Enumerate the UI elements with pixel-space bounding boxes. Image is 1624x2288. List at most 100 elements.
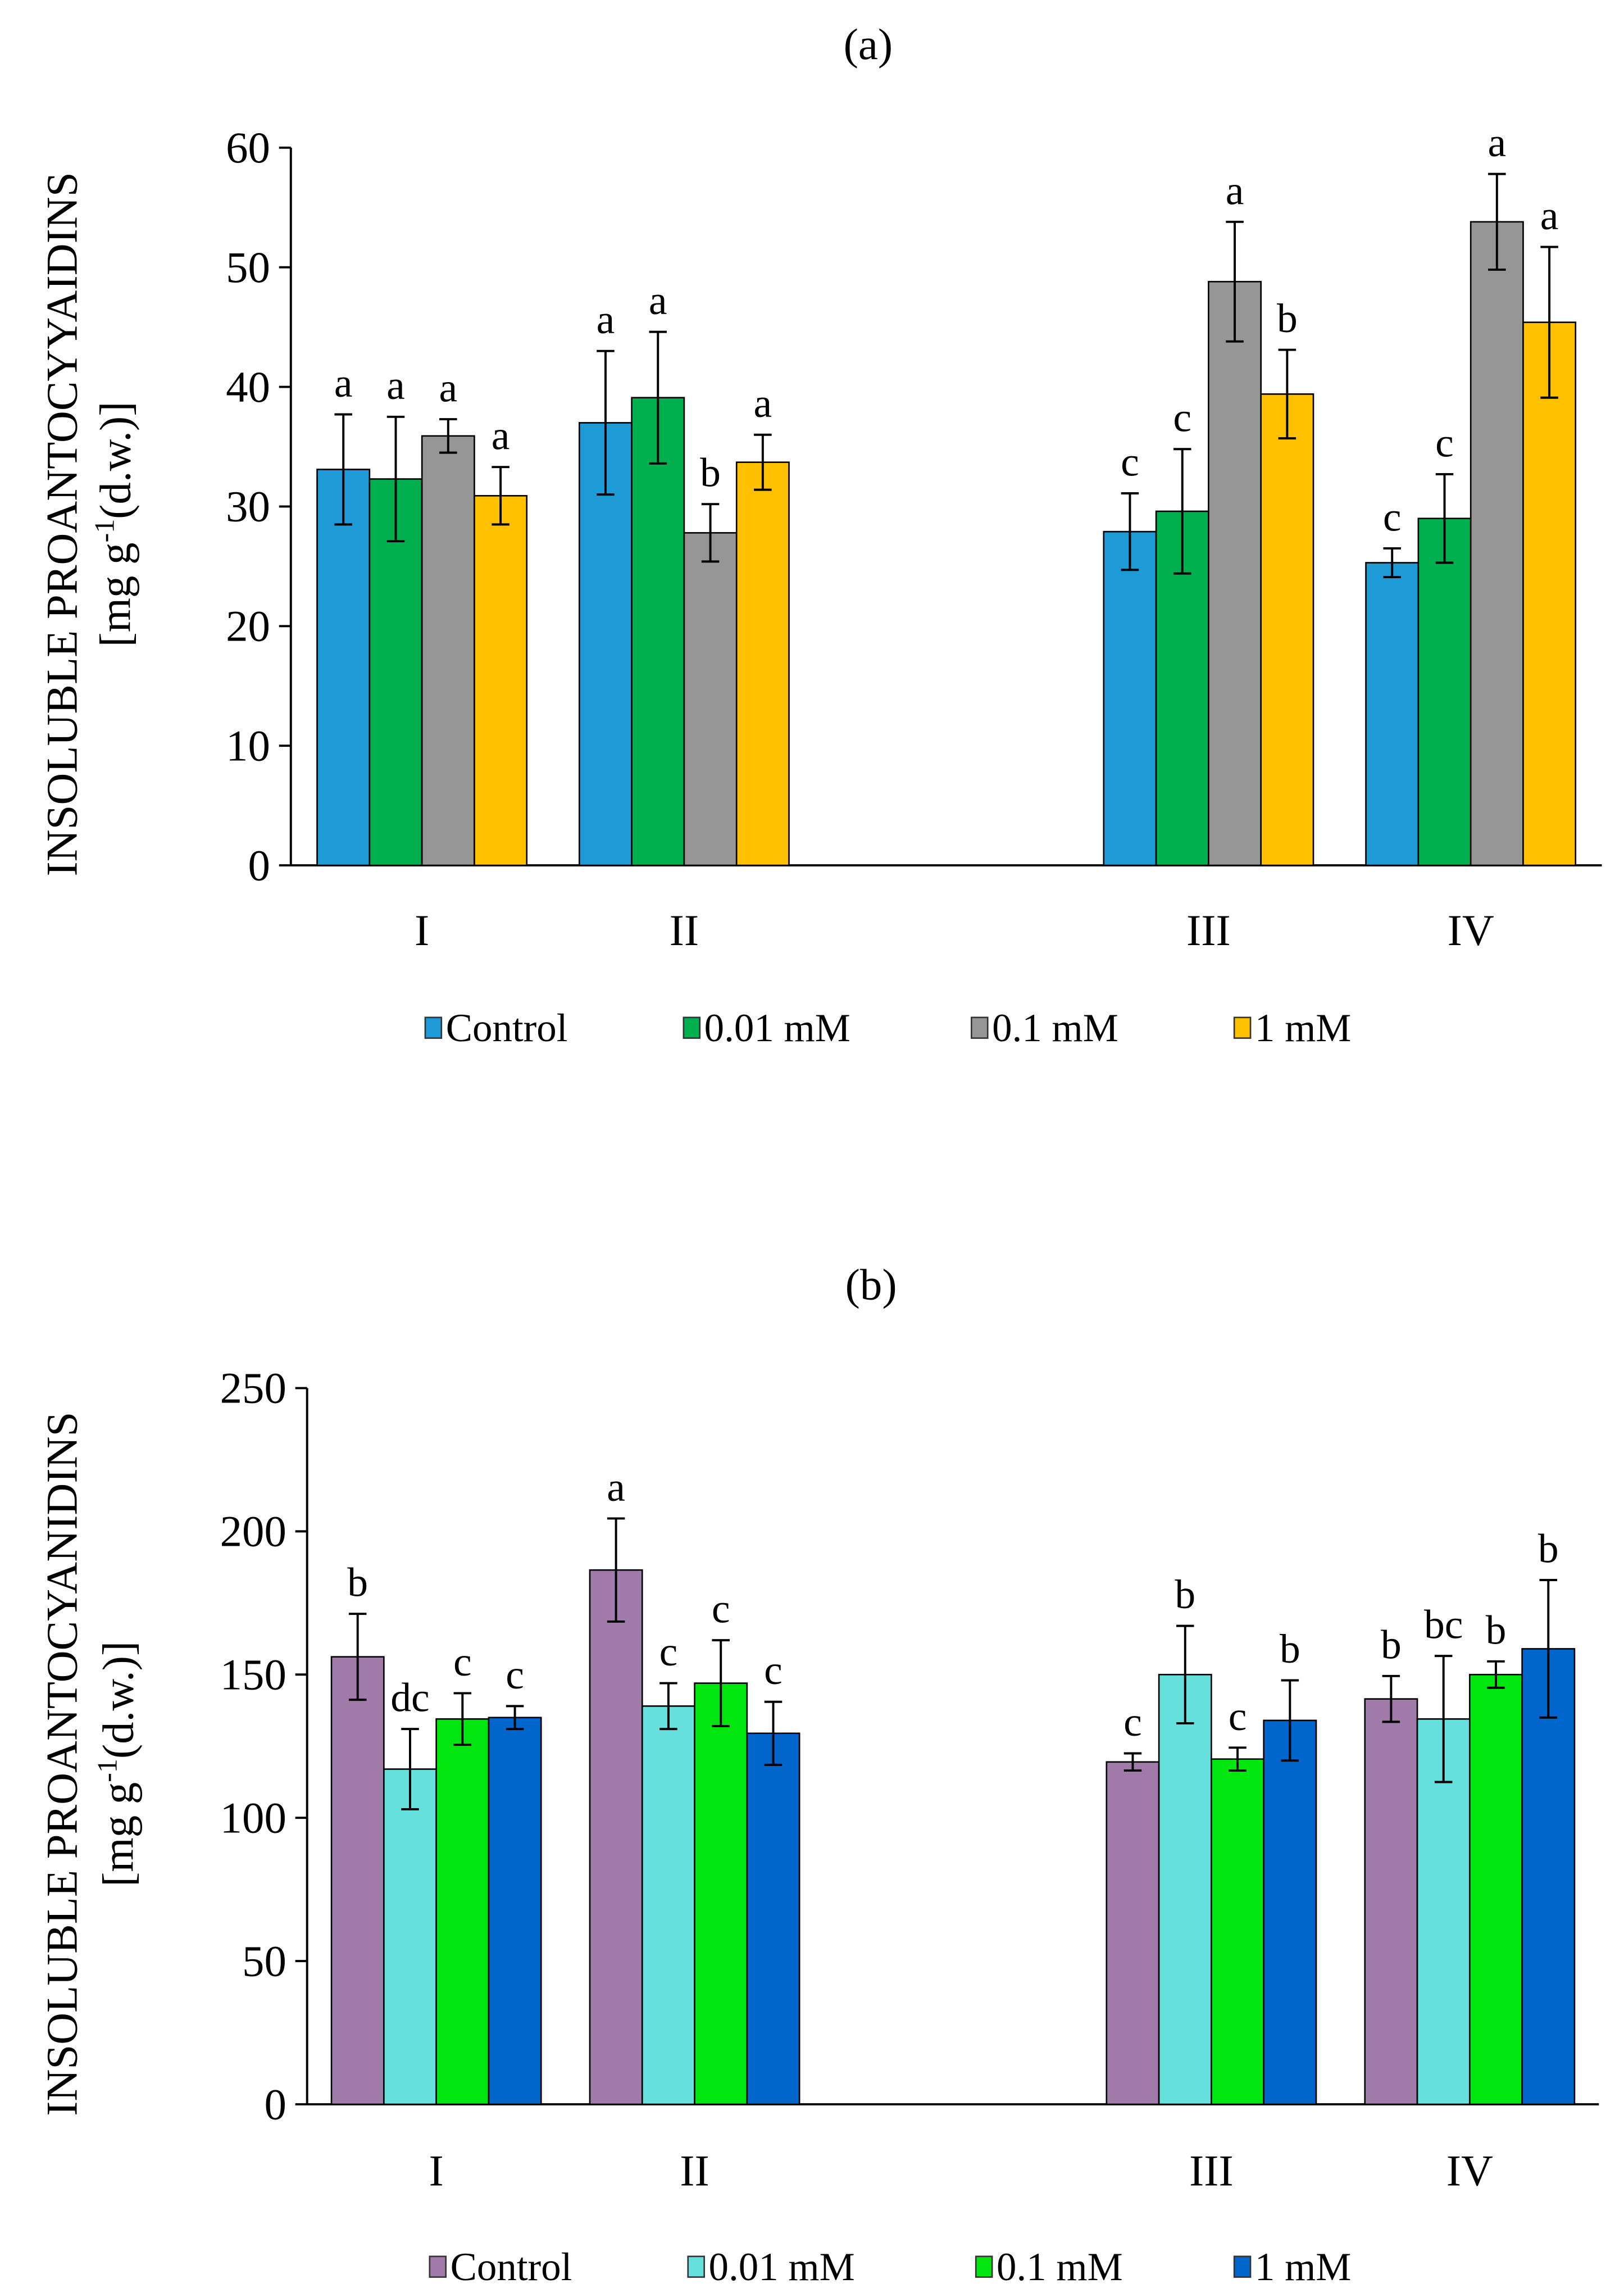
y-axis-label: INSOLUBLE PROANTOCYYAIDINS	[38, 172, 87, 876]
bar	[631, 397, 685, 866]
legend-swatch	[683, 1016, 701, 1039]
y-tick-label: 10	[226, 721, 270, 770]
significance-letter: b	[1280, 1626, 1300, 1672]
bar	[1263, 1719, 1317, 2105]
significance-letter: a	[649, 277, 667, 323]
significance-letter: a	[492, 412, 510, 458]
significance-letter: b	[1175, 1571, 1195, 1617]
legend-item: Control	[429, 2245, 572, 2288]
legend-swatch	[1233, 1016, 1252, 1039]
legend-label: 0.1 mM	[997, 2245, 1123, 2288]
significance-letter: c	[1121, 438, 1139, 484]
bar	[316, 469, 371, 866]
y-axis-unit: [mg g-1(d.w.)]	[89, 401, 140, 647]
significance-letter: b	[1381, 1621, 1402, 1667]
chart-title: (b)	[845, 1261, 897, 1310]
bar	[694, 1682, 748, 2105]
bar	[421, 435, 475, 866]
significance-letter: c	[1229, 1693, 1247, 1739]
x-tick-label: I	[429, 2147, 444, 2196]
legend-swatch	[424, 1016, 443, 1039]
y-tick-label: 50	[242, 1937, 286, 1986]
bar	[1365, 562, 1420, 866]
bar	[1417, 517, 1472, 866]
significance-letter: c	[712, 1586, 730, 1632]
legend-swatch	[971, 1016, 989, 1039]
bar	[474, 494, 528, 866]
y-axis-unit: [mg g-1(d.w.)]	[92, 1641, 143, 1887]
significance-letter: b	[347, 1559, 368, 1605]
y-tick-label: 200	[220, 1508, 286, 1556]
legend-item: Control	[424, 1006, 568, 1050]
legend-label: Control	[451, 2245, 572, 2288]
significance-letter: a	[1226, 167, 1244, 213]
y-tick-label: 50	[226, 243, 270, 292]
y-tick-label: 100	[220, 1794, 286, 1842]
legend-item: 0.01 mM	[687, 2245, 855, 2288]
legend-swatch	[1233, 2255, 1252, 2278]
significance-letter: a	[1487, 119, 1506, 165]
bar	[1106, 1761, 1160, 2105]
y-tick-label: 60	[226, 124, 270, 172]
legend-item: 1 mM	[1233, 1006, 1351, 1050]
x-tick-label: III	[1186, 906, 1231, 955]
y-tick-label: 150	[220, 1651, 286, 1700]
bar	[1522, 321, 1577, 866]
chart-a: (a) INSOLUBLE PROANTOCYYAIDINS [mg g-1(d.w…	[38, 20, 1602, 1050]
significance-letter: c	[659, 1628, 678, 1674]
significance-letter: a	[597, 296, 615, 342]
legend-label: 0.01 mM	[704, 1006, 850, 1050]
y-axis-label: INSOLUBLE PROANTOCYANIDINS	[38, 1412, 87, 2116]
x-tick-label: III	[1189, 2147, 1234, 2196]
bar	[1260, 393, 1314, 866]
significance-letter: b	[1538, 1525, 1559, 1571]
legend-swatch	[975, 2255, 993, 2278]
significance-letter: c	[1123, 1699, 1142, 1745]
bar	[746, 1732, 800, 2105]
legend-item: 0.01 mM	[683, 1006, 850, 1050]
bar	[1208, 280, 1262, 866]
legend-label: 0.1 mM	[992, 1006, 1118, 1050]
bar	[735, 461, 790, 866]
significance-letter: a	[607, 1464, 625, 1510]
legend-label: Control	[446, 1006, 568, 1050]
legend-item: 1 mM	[1233, 2245, 1351, 2288]
bar	[383, 1768, 437, 2105]
legend-item: 0.1 mM	[975, 2245, 1123, 2288]
significance-letter: c	[764, 1647, 783, 1693]
bar	[683, 532, 738, 866]
y-tick-label: 30	[226, 483, 270, 532]
legend-label: 1 mM	[1255, 1006, 1351, 1050]
significance-letter: a	[386, 362, 405, 408]
y-tick-label: 40	[226, 363, 270, 412]
chart-b: (b) INSOLUBLE PROANTOCYANIDINS [mg g-1(d.w…	[38, 1261, 1599, 2288]
significance-letter: c	[453, 1638, 472, 1685]
bar	[1470, 221, 1524, 866]
legend-item: 0.1 mM	[971, 1006, 1118, 1050]
significance-letter: a	[334, 360, 353, 406]
bar	[589, 1569, 643, 2105]
x-tick-label: IV	[1448, 906, 1494, 955]
bar	[435, 1718, 490, 2105]
bar	[1416, 1718, 1471, 2105]
bar	[1103, 530, 1157, 866]
y-tick-label: 250	[220, 1364, 286, 1413]
significance-letter: c	[506, 1651, 524, 1697]
bar	[1521, 1648, 1576, 2105]
bar	[330, 1656, 385, 2105]
y-tick-label: 0	[248, 841, 270, 890]
bar	[1469, 1673, 1523, 2105]
bar	[488, 1717, 542, 2105]
significance-letter: a	[439, 365, 457, 411]
bar	[1364, 1698, 1418, 2105]
significance-letter: a	[754, 380, 772, 426]
x-tick-label: I	[415, 906, 429, 955]
legend-label: 0.01 mM	[709, 2245, 855, 2288]
significance-letter: bc	[1424, 1601, 1463, 1647]
significance-letter: b	[700, 450, 721, 496]
significance-letter: b	[1277, 295, 1298, 341]
x-tick-label: II	[680, 2147, 709, 2196]
bar	[1211, 1758, 1265, 2105]
x-tick-label: II	[670, 906, 699, 955]
